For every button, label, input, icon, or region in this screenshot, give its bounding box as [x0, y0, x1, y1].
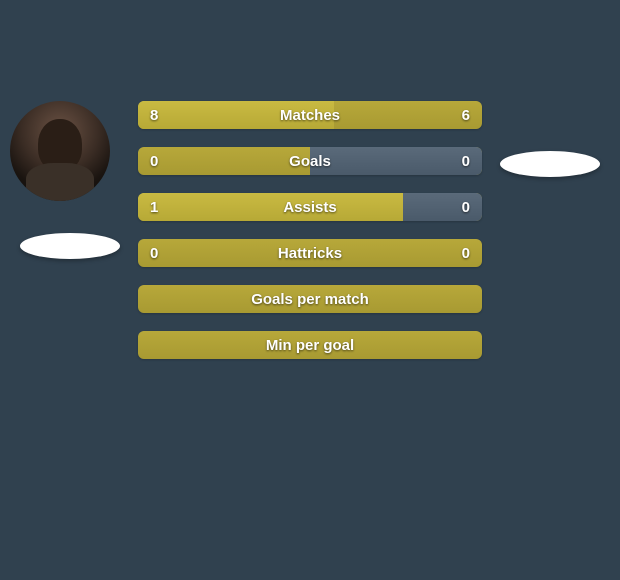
- player-right-club-badge: [500, 151, 600, 177]
- stat-row: 86Matches: [138, 101, 482, 129]
- person-icon: [10, 101, 110, 201]
- comparison-content: 86Matches 00Goals 10Assists 00Hattricks Goal…: [0, 101, 620, 377]
- stat-label: Hattricks: [138, 239, 482, 267]
- stat-label: Matches: [138, 101, 482, 129]
- stat-row: Min per goal: [138, 331, 482, 359]
- stat-bars: 86Matches 00Goals 10Assists 00Hattricks Goal…: [138, 101, 482, 377]
- stat-row: Goals per match: [138, 285, 482, 313]
- stat-row: 00Goals: [138, 147, 482, 175]
- stat-row: 00Hattricks: [138, 239, 482, 267]
- stat-label: Min per goal: [138, 331, 482, 359]
- stat-row: 10Assists: [138, 193, 482, 221]
- stat-label: Goals per match: [138, 285, 482, 313]
- stat-label: Assists: [138, 193, 482, 221]
- stat-label: Goals: [138, 147, 482, 175]
- player-left-club-badge: [20, 233, 120, 259]
- player-left-avatar: [10, 101, 110, 201]
